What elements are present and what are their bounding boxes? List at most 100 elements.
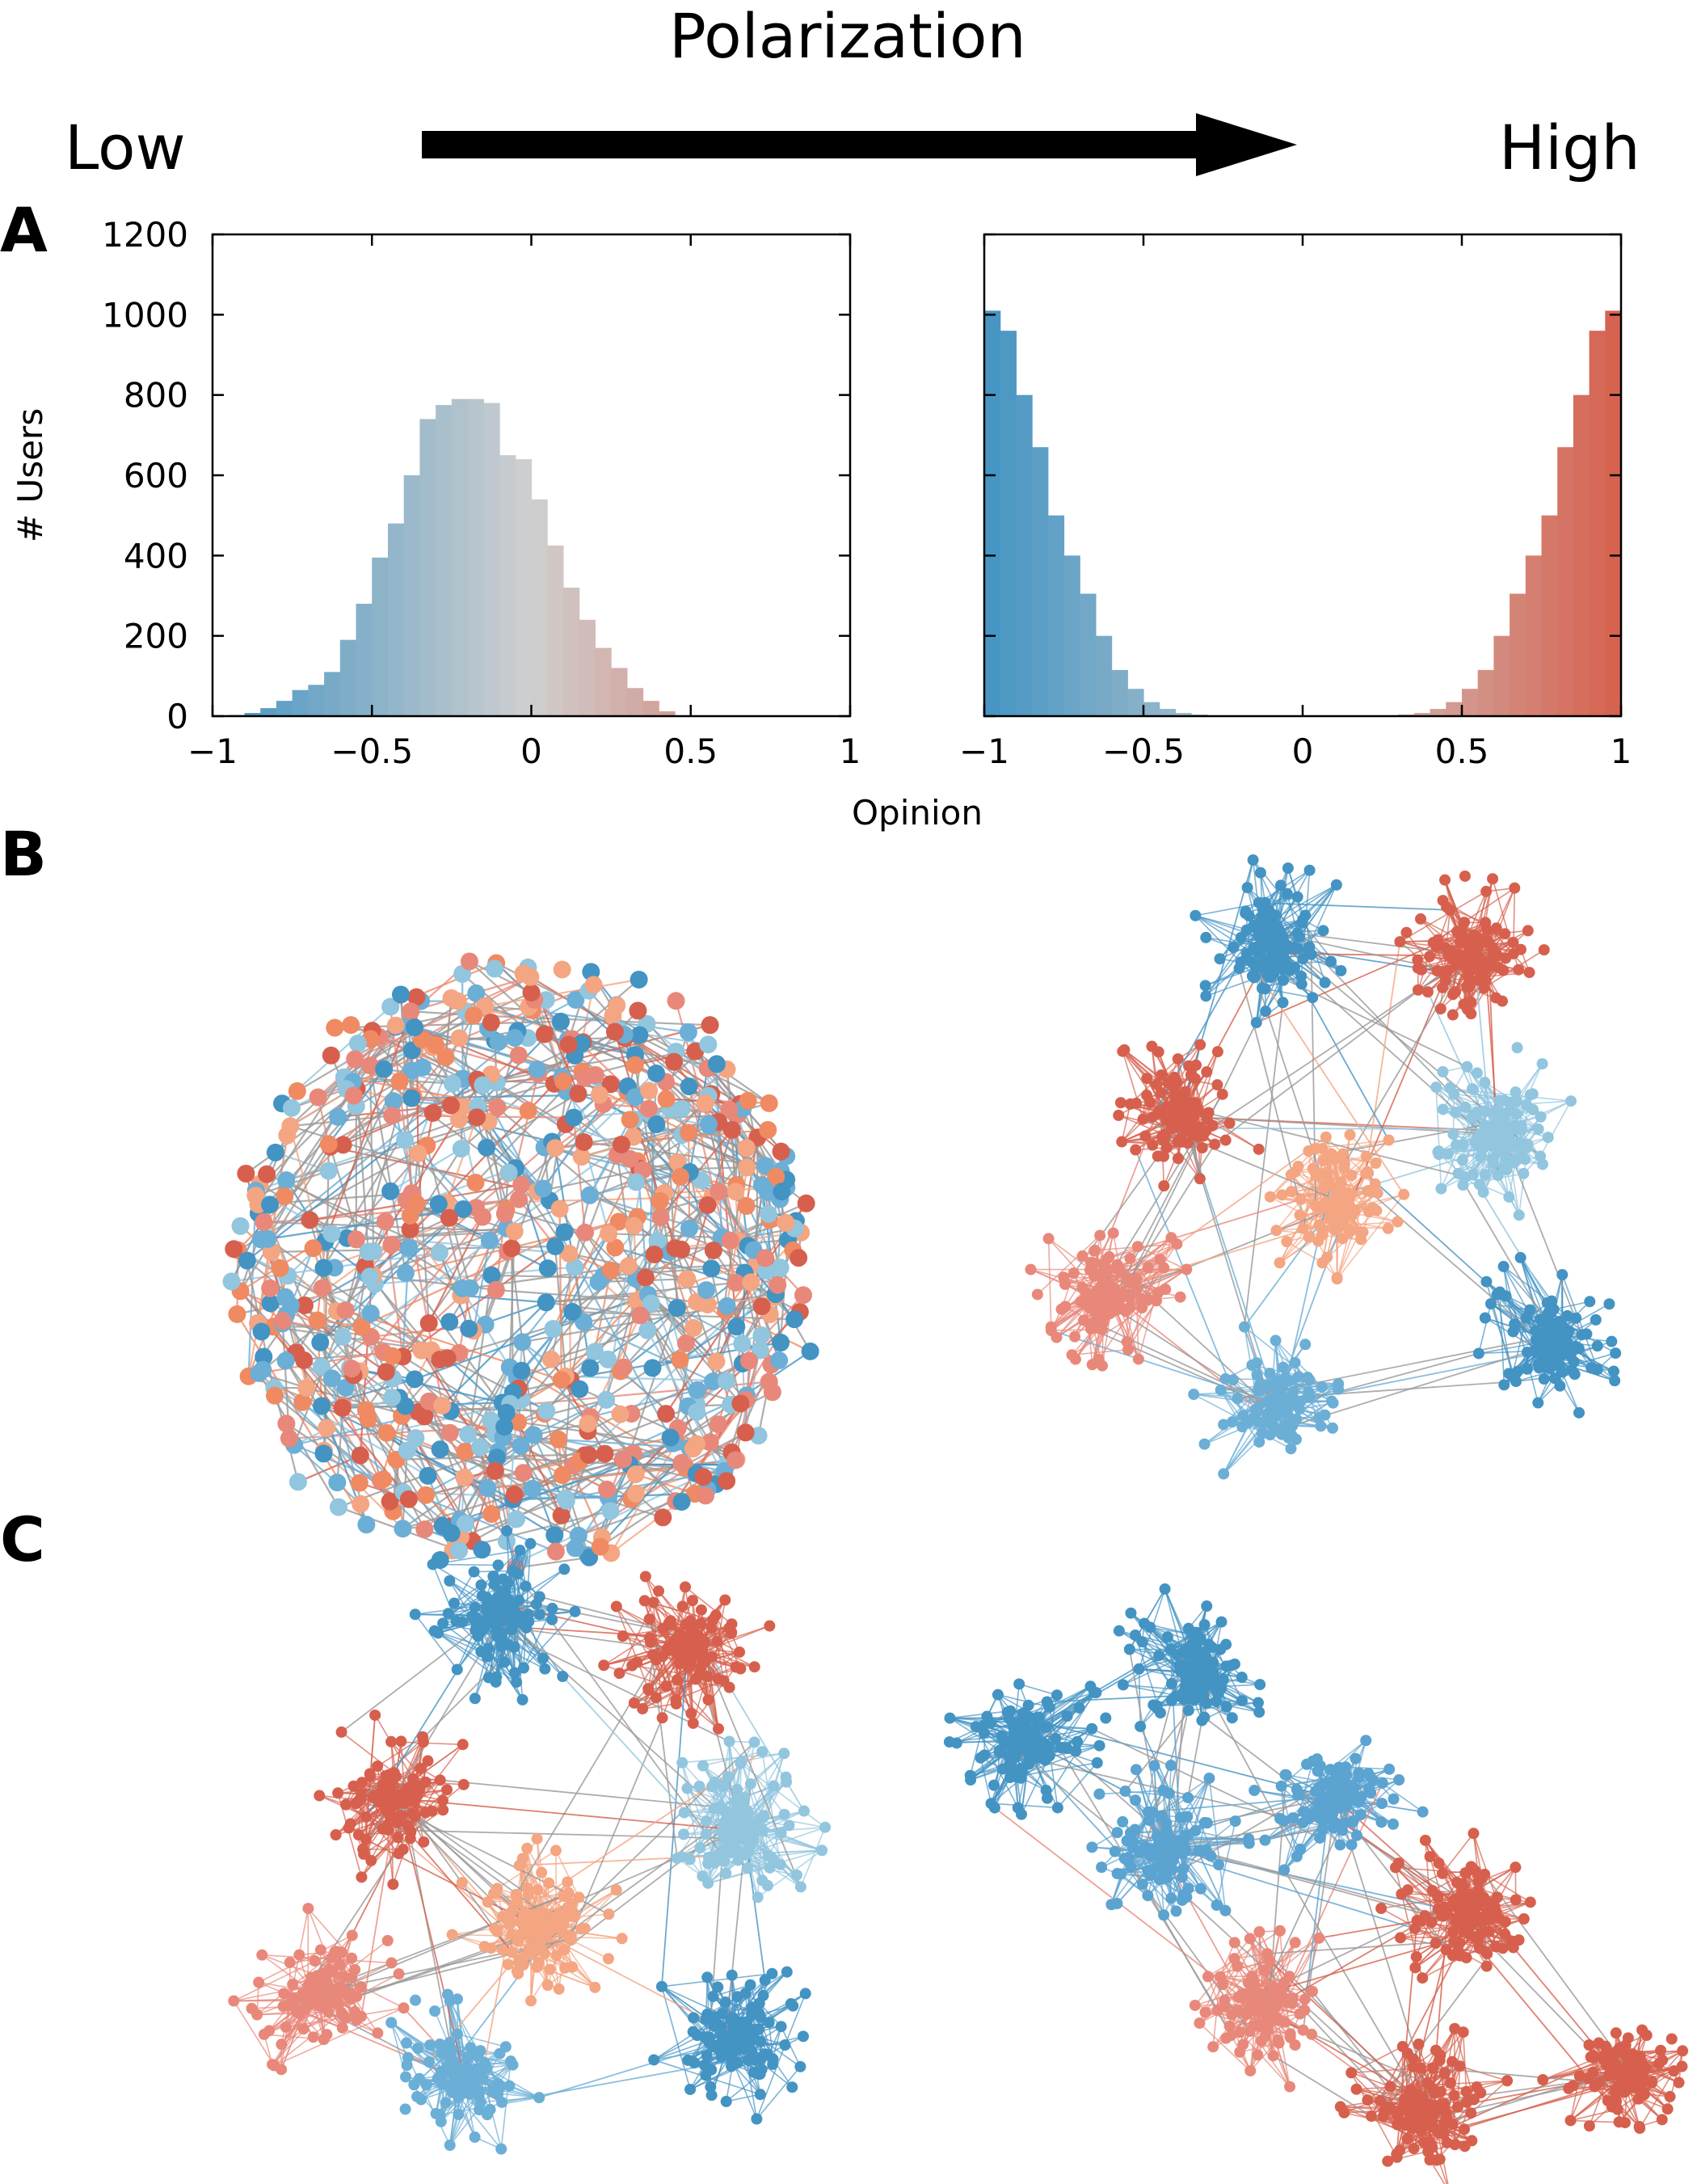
y-tick-label: 0	[166, 697, 188, 736]
network-node	[322, 1225, 341, 1243]
network-b-right	[1025, 854, 1622, 1480]
network-node	[524, 1426, 543, 1444]
network-node	[402, 1089, 421, 1107]
network-node	[1171, 1238, 1183, 1250]
network-edge	[461, 973, 679, 1163]
network-node	[419, 1313, 438, 1332]
network-node	[1524, 1089, 1536, 1101]
network-node	[609, 1212, 628, 1231]
network-node	[680, 1077, 698, 1096]
network-node	[336, 1301, 355, 1320]
network-node	[1158, 1180, 1170, 1192]
network-node	[252, 1322, 271, 1341]
network-node	[1479, 1312, 1491, 1324]
network-node	[1199, 980, 1211, 992]
network-node	[308, 1311, 326, 1330]
network-node	[1209, 1138, 1221, 1150]
network-node	[521, 968, 540, 986]
network-node	[601, 1261, 620, 1280]
network-node	[1312, 1235, 1324, 1247]
network-node	[1058, 1271, 1070, 1284]
network-node	[430, 1243, 448, 1262]
network-node	[450, 1029, 469, 1048]
network-edge	[321, 1377, 394, 1407]
network-node	[1250, 1017, 1262, 1029]
network-node	[398, 1441, 416, 1460]
network-node	[1590, 1313, 1602, 1326]
network-node	[319, 1135, 338, 1153]
network-node	[794, 1286, 812, 1305]
network-node	[346, 1050, 364, 1069]
network-node	[488, 1098, 507, 1116]
network-node	[1091, 1308, 1103, 1320]
network-node	[478, 1479, 497, 1498]
histogram-bar	[984, 310, 1001, 716]
network-edge	[427, 1216, 484, 1324]
network-node	[760, 1094, 778, 1112]
network-node	[1584, 1296, 1596, 1308]
network-node	[541, 1350, 560, 1368]
network-node	[736, 1423, 755, 1442]
network-node	[429, 1195, 448, 1213]
network-node	[514, 1464, 533, 1482]
network-node	[666, 1239, 684, 1258]
network-node	[482, 1505, 501, 1524]
network-node	[1172, 1116, 1184, 1128]
network-node	[1141, 1090, 1153, 1102]
network-node	[459, 1425, 478, 1444]
network-node	[722, 1120, 741, 1139]
network-node	[1421, 986, 1434, 998]
network-node	[1479, 1077, 1491, 1089]
network-node	[1246, 970, 1258, 982]
network-node	[621, 1149, 639, 1168]
network-node	[1172, 1153, 1184, 1165]
network-node	[625, 1216, 643, 1235]
network-node	[733, 1334, 752, 1353]
network-node	[1430, 1081, 1442, 1094]
network-node	[1556, 1269, 1569, 1281]
network-node	[1503, 1191, 1515, 1203]
network-node	[237, 1164, 255, 1183]
network-node	[601, 1502, 620, 1520]
network-node	[1218, 1468, 1230, 1480]
network-edge	[367, 1419, 426, 1530]
network-node	[1190, 909, 1202, 921]
network-node	[1585, 1362, 1598, 1374]
network-node	[276, 1288, 295, 1306]
network-edge	[638, 1168, 709, 1305]
network-node	[478, 1138, 496, 1157]
network-node	[273, 1312, 292, 1330]
network-node	[1150, 1295, 1162, 1307]
network-node	[400, 1238, 419, 1257]
network-node	[1445, 945, 1457, 957]
network-node	[1196, 1142, 1208, 1154]
network-node	[1264, 1191, 1276, 1203]
network-node	[343, 1360, 361, 1378]
network-node	[680, 1219, 699, 1237]
histogram-bar	[308, 685, 325, 716]
network-node	[1523, 967, 1535, 979]
network-node	[423, 1103, 442, 1122]
network-node	[626, 1484, 645, 1503]
network-node	[1521, 1363, 1533, 1375]
network-node	[1116, 1136, 1128, 1148]
network-node	[1211, 1079, 1223, 1091]
network-node	[266, 1143, 284, 1162]
network-node	[375, 1060, 394, 1078]
network-node	[1487, 1107, 1499, 1119]
network-node	[1444, 1082, 1456, 1094]
network-node	[1249, 1404, 1261, 1416]
network-node	[1182, 1111, 1194, 1123]
network-node	[474, 1076, 492, 1094]
network-node	[665, 1052, 684, 1071]
histogram-bar	[1573, 394, 1590, 716]
network-node	[1536, 1058, 1548, 1070]
arrow-shaft	[422, 131, 1222, 158]
network-edge	[293, 1397, 393, 1446]
network-node	[1171, 1077, 1183, 1089]
network-node	[1442, 964, 1454, 976]
network-node	[1296, 917, 1308, 929]
network-node	[1603, 1298, 1615, 1310]
network-node	[495, 1204, 514, 1223]
network-node	[228, 1305, 246, 1323]
